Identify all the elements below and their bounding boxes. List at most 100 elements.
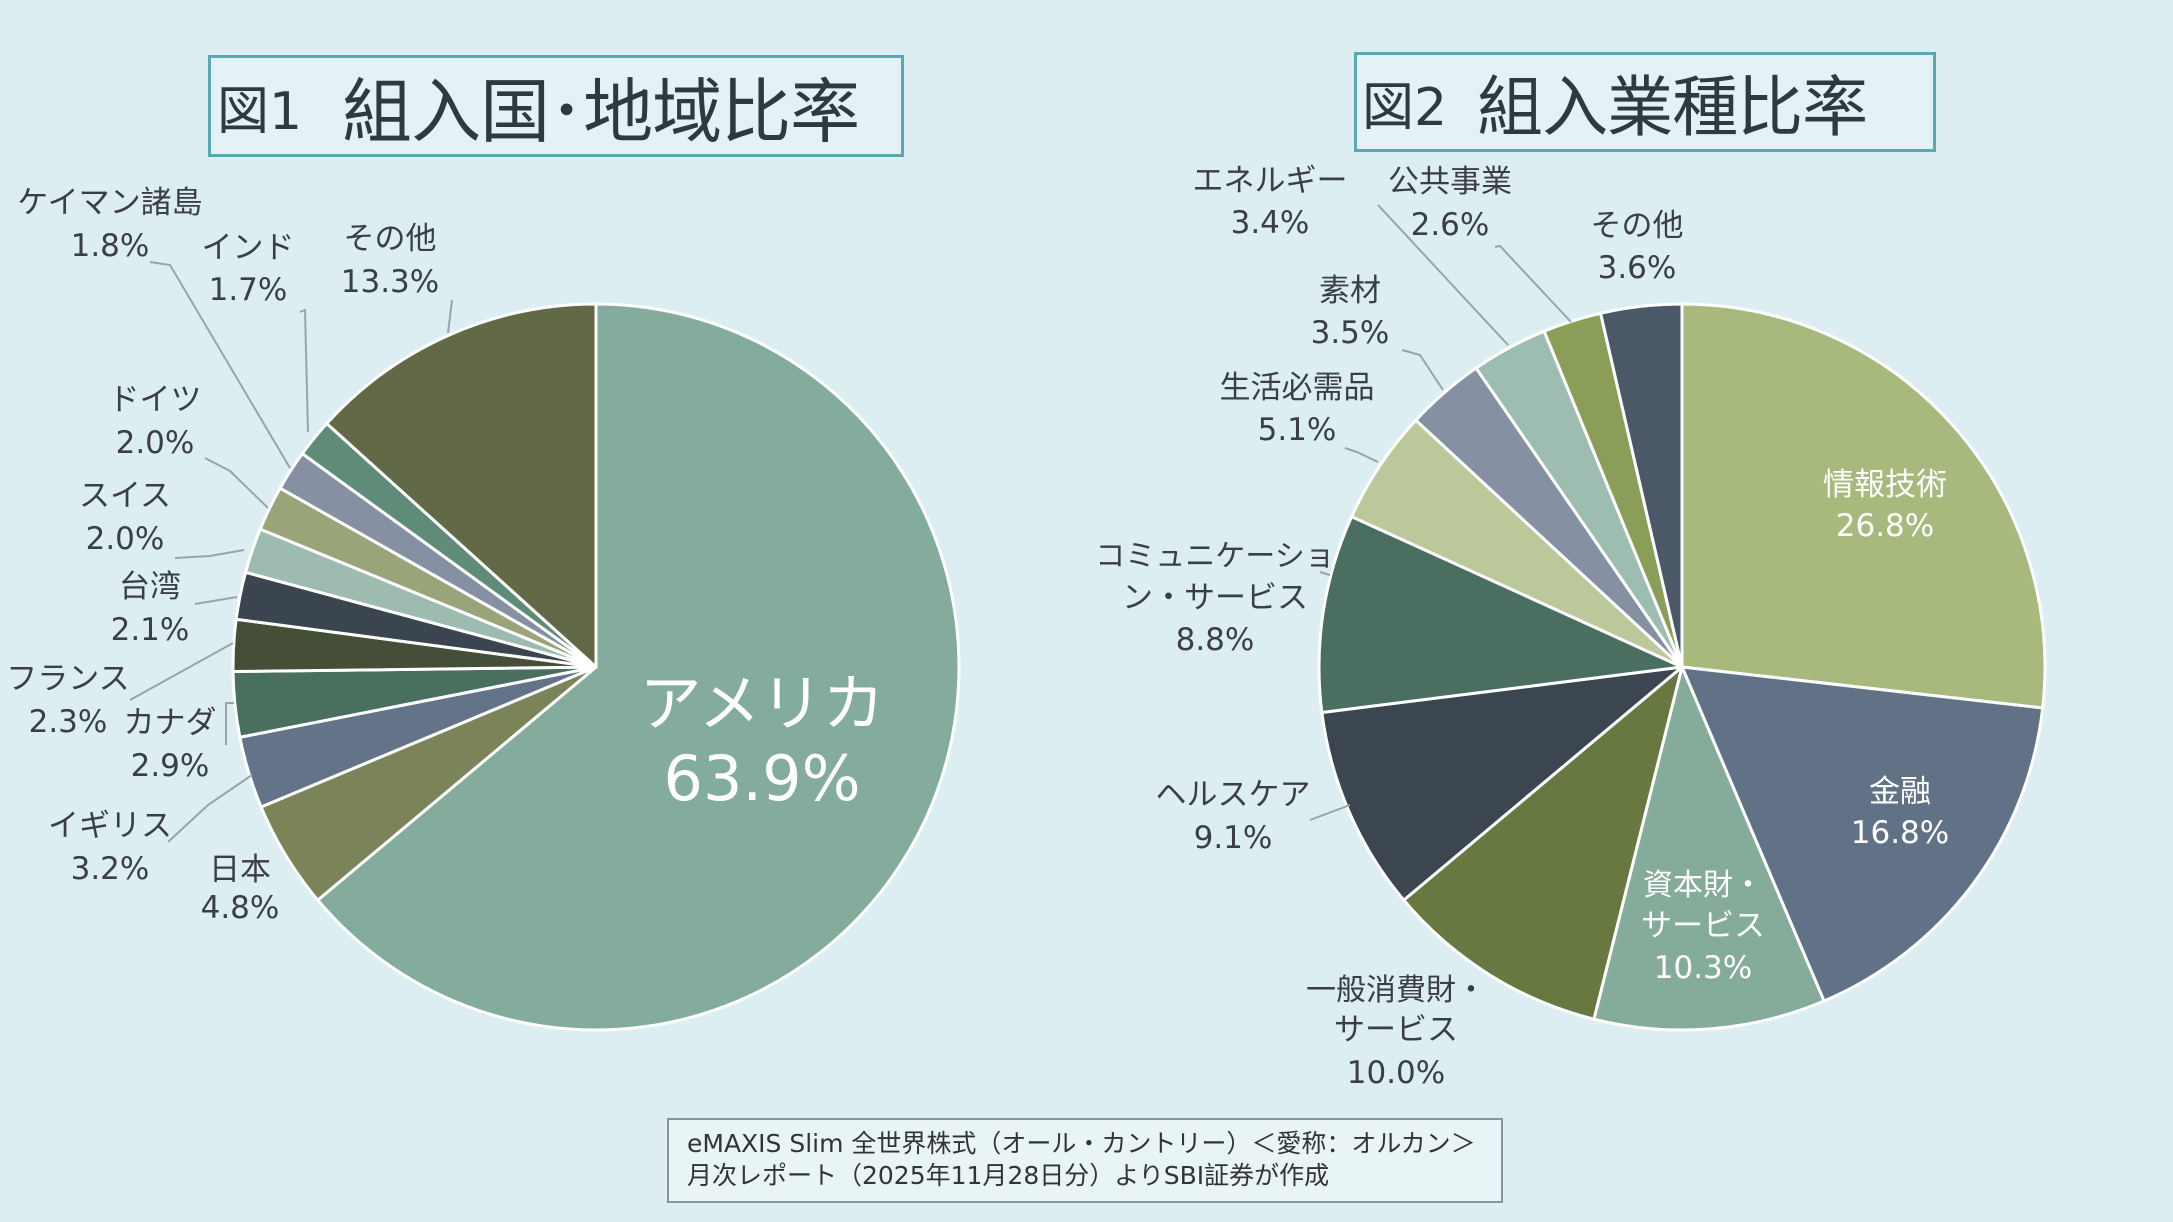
pie1-slices: [231, 302, 961, 1032]
pie1-label-text-japan: 日本: [209, 852, 271, 888]
source-line-1: eMAXIS Slim 全世界株式（オール・カントリー）＜愛称：オルカン＞: [687, 1129, 1476, 1158]
pie1-label-value-germany: 2.0%: [116, 425, 195, 461]
pie2-leader-utilities: [1494, 244, 1572, 323]
pie1-leader-cayman: [149, 261, 291, 469]
pie1-label-text-canada: カナダ: [124, 705, 217, 741]
pie2-leader-energy: [1377, 204, 1509, 346]
pie2-label-value-communication: 8.8%: [1176, 622, 1255, 658]
pie2-leader-staples: [1344, 447, 1379, 463]
pie2-label-value-energy: 3.4%: [1231, 205, 1310, 241]
pie2-label-healthcare: ヘルスケア 9.1%: [1156, 777, 1311, 856]
pie1-label-germany: ドイツ 2.0%: [109, 382, 202, 461]
pie1-label-text-america: アメリカ: [640, 667, 885, 740]
pie1-leader-india: [299, 308, 309, 433]
pie2-label-staples: 生活必需品 5.1%: [1220, 370, 1375, 448]
pie1-label-uk: イギリス 3.2%: [48, 808, 172, 887]
pie1-label-text-france: フランス: [6, 661, 129, 697]
pie1-leader-canada: [225, 702, 234, 745]
pie2-label-materials: 素材 3.5%: [1311, 273, 1390, 351]
pie2-label-industrials: 資本財・サービス 10.3%: [1641, 868, 1765, 986]
pie1-label-value-switzerland: 2.0%: [86, 521, 165, 557]
pie2-label-text-utilities: 公共事業: [1388, 164, 1512, 200]
pie1-label-value-america: 63.9%: [664, 742, 861, 815]
pie1-label-value-other: 13.3%: [341, 264, 439, 300]
pie2-slice-it: [1680, 302, 2047, 710]
pie2-label-value-financials: 16.8%: [1851, 815, 1949, 851]
pie2-label-value-utilities: 2.6%: [1411, 207, 1490, 243]
pie2-label-utilities: 公共事業 2.6%: [1388, 164, 1512, 243]
pie1-leader-lines: [129, 261, 453, 843]
pie2-label-text-consumer-discretionary: 一般消費財・: [1306, 973, 1486, 1008]
pie2-slice-healthcare: [1320, 665, 1684, 902]
pie1-label-japan: 日本4.8%: [201, 852, 280, 926]
pie1-label-value-india: 1.7%: [209, 272, 288, 308]
pie1-label-text-other: その他: [344, 221, 437, 257]
pie2-label-value-staples: 5.1%: [1258, 412, 1337, 448]
pie1-label-text-india: インド: [202, 230, 295, 266]
pie2-slice-consumer-discretionary: [1402, 665, 1684, 1021]
pie2-label-value-consumer-discretionary: 10.0%: [1347, 1055, 1445, 1091]
pie1-label-canada: カナダ 2.9%: [124, 705, 217, 784]
pie1-leader-taiwan: [194, 596, 238, 605]
pie2-label-value-industrials: 10.3%: [1654, 950, 1752, 986]
pie1-leader-uk: [167, 774, 253, 843]
pie1-label-france: フランス 2.3%: [6, 661, 129, 740]
pie1-label-text-uk: イギリス: [48, 808, 172, 844]
pie2-leader-communication: [1319, 571, 1331, 576]
pie2-slice-other: [1599, 302, 1684, 669]
pie1-label-text-switzerland: スイス: [79, 478, 171, 514]
pie2-label-text-industrials: 資本財・: [1643, 868, 1763, 903]
pie1-label-value-uk: 3.2%: [71, 851, 150, 887]
chart1-title: 図1 組入国･地域比率: [208, 55, 904, 157]
pie2-label-other: その他 3.6%: [1591, 208, 1684, 286]
pie1-label-text-germany: ドイツ: [109, 382, 202, 418]
source-line-2: 月次レポート（2025年11月28日分）よりSBI証券が作成: [687, 1161, 1330, 1190]
chart1-title-prefix: 図1: [217, 81, 303, 142]
pie2-leader-materials: [1401, 349, 1444, 391]
pie2-leader-healthcare: [1309, 804, 1351, 821]
pie2-label-it: 情報技術 26.8%: [1823, 467, 1947, 544]
pie1-leader-other: [447, 299, 453, 334]
pie2-label-text-industrials: サービス: [1641, 908, 1765, 944]
pie2-slice-communication: [1317, 515, 1684, 714]
pie2-label-text-energy: エネルギー: [1193, 163, 1348, 199]
pie2-label-text-consumer-discretionary: サービス: [1334, 1012, 1458, 1048]
pie1-leader-germany: [204, 457, 269, 509]
pie1-leader-switzerland: [174, 549, 245, 559]
pie2-label-text-other: その他: [1591, 208, 1684, 244]
pie2-label-financials: 金融 16.8%: [1851, 774, 1949, 851]
pie2-label-value-it: 26.8%: [1836, 508, 1934, 544]
pie2-label-value-other: 3.6%: [1598, 250, 1677, 286]
pie2-label-text-communication: ン・サービス: [1122, 580, 1308, 616]
source-note: eMAXIS Slim 全世界株式（オール・カントリー）＜愛称：オルカン＞ 月次…: [667, 1118, 1503, 1203]
pie2-slices: [1317, 302, 2047, 1032]
chart2-title: 図2 組入業種比率: [1354, 52, 1936, 152]
pie1-label-cayman: ケイマン諸島 1.8%: [17, 185, 202, 264]
pie2-label-text-materials: 素材: [1319, 273, 1381, 309]
pie1-label-value-france: 2.3%: [29, 704, 108, 740]
pie1-label-switzerland: スイス 2.0%: [79, 478, 171, 557]
pie1-label-other: その他 13.3%: [341, 221, 439, 300]
pie2-label-text-healthcare: ヘルスケア: [1156, 777, 1311, 813]
pie1-label-text-taiwan: 台湾: [119, 569, 181, 605]
pie2-label-consumer-discretionary: 一般消費財・サービス 10.0%: [1306, 973, 1486, 1091]
pie2-label-text-financials: 金融: [1869, 774, 1931, 810]
pie1-slice-other: [325, 302, 598, 669]
pie1-leader-france: [129, 642, 234, 701]
pie1-label-value-cayman: 1.8%: [71, 228, 150, 264]
pie1-label-taiwan: 台湾 2.1%: [111, 569, 190, 648]
pie1-label-value-taiwan: 2.1%: [111, 612, 190, 648]
pie2-slice-financials: [1680, 665, 2045, 1003]
chart2-title-main: 組入業種比率: [1477, 69, 1868, 146]
pie2-label-value-healthcare: 9.1%: [1194, 820, 1273, 856]
pie1-label-text-cayman: ケイマン諸島: [17, 185, 202, 221]
pie1-label-value-japan: 4.8%: [201, 890, 280, 926]
pie2-label-text-communication: コミュニケーショ: [1095, 539, 1334, 574]
pie2-label-text-staples: 生活必需品: [1220, 370, 1375, 406]
pie2-label-text-it: 情報技術: [1823, 467, 1947, 503]
chart2-title-prefix: 図2: [1362, 77, 1448, 138]
pie1-slice-america: [316, 302, 961, 1032]
chart1-title-main: 組入国･地域比率: [342, 70, 860, 153]
